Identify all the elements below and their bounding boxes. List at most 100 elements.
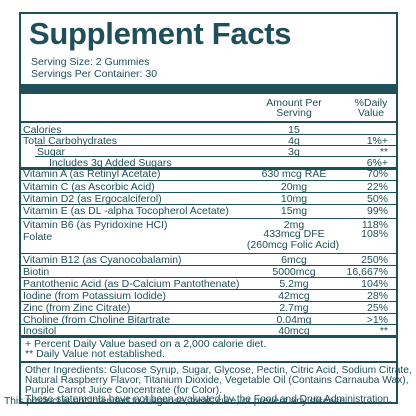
row-divider: [21, 134, 396, 135]
nutrient-amount: 4g: [288, 135, 300, 147]
nutrient-daily-value: 1%+: [366, 135, 388, 147]
footnote-percent: + Percent Daily Value based on a 2,000 c…: [25, 338, 267, 350]
amount-header-line2: Serving: [276, 107, 312, 119]
nutrient-amount: 2.7mg: [279, 302, 309, 314]
nutrient-row: Vitamin C (as Ascorbic Acid) 20mg 22%: [21, 181, 396, 193]
row-divider: [21, 277, 396, 278]
daily-value-header: %Daily Value: [343, 97, 399, 119]
nutrient-daily-value: **: [379, 146, 388, 158]
row-divider: [21, 265, 396, 266]
nutrient-daily-value: 28%: [366, 290, 388, 302]
nutrient-row: Vitamin B6 (as Pyridoxine HCI) 2mg 118%: [21, 219, 396, 231]
row-divider: [21, 253, 396, 254]
nutrient-amount: 630 mcg RAE: [261, 168, 327, 180]
nutrient-name: Biotin: [23, 266, 50, 278]
nutrient-name: Vitamin E (as DL -alpha Tocopherol Aceta…: [23, 205, 229, 217]
other-ingredients-line2: Natural Raspberry Flavor, Titanium Dioxi…: [25, 375, 409, 386]
nutrient-daily-value: 108%: [361, 228, 388, 240]
dv-header-line2: Value: [357, 107, 385, 119]
nutrient-row: Iodine (from Potassium Iodide) 42mcg 28%: [21, 290, 396, 302]
nutrient-amount: 40mcg: [278, 325, 310, 337]
nutrient-row: Sugar 3g **: [21, 146, 396, 158]
nutrient-row: Vitamin D2 (as Ergocalciferol) 10mg 50%: [21, 193, 396, 205]
nutrient-amount: 0.04mg: [276, 314, 312, 326]
nutrient-daily-value: 99%: [366, 205, 388, 217]
vitamins-section-rule: [21, 167, 396, 170]
nutrient-daily-value: 16,667%: [346, 266, 388, 278]
panel-title: Supplement Facts: [29, 16, 292, 51]
row-divider: [21, 218, 396, 219]
nutrient-name: Vitamin B12 (as Cyanocobalamin): [23, 254, 182, 266]
nutrient-daily-value: 104%: [361, 278, 388, 290]
nutrient-daily-value: 70%: [366, 168, 388, 180]
nutrient-amount: 42mcg: [278, 290, 310, 302]
nutrient-amount: 3g: [288, 146, 300, 158]
nutrient-name: Vitamin D2 (as Ergocalciferol): [23, 193, 162, 205]
nutrient-name: Total Carbohydrates: [23, 135, 117, 147]
row-divider: [35, 156, 396, 157]
nutrient-row: Inositol 40mcg **: [21, 325, 396, 337]
footnote-not-established: ** Daily Value not established.: [25, 348, 165, 360]
supplement-facts-panel: Supplement Facts Serving Size: 2 Gummies…: [19, 12, 412, 405]
nutrient-row: Total Carbohydrates 4g 1%+: [21, 135, 396, 147]
amount-header-line1: Amount Per: [266, 97, 322, 109]
nutrient-name: Folate: [23, 231, 53, 243]
nutrient-amount: 15mg: [280, 205, 308, 217]
nutrient-row: Choline (from Choline Bitartrate 0.04mg >1…: [21, 314, 396, 326]
nutrient-name: Pantothenic Acid (as D-Calcium Pantothen…: [23, 278, 240, 290]
nutrient-daily-value: 25%: [366, 302, 388, 314]
nutrient-daily-value: 118%: [361, 219, 388, 231]
amount-per-serving-header: Amount Per Serving: [249, 97, 339, 119]
nutrient-name: Choline (from Choline Bitartrate: [23, 314, 171, 326]
nutrient-daily-value: 22%: [366, 181, 388, 193]
nutrient-name: Includes 3g Added Sugars: [49, 157, 172, 169]
other-ingredients-line1: Other Ingredients: Glucose Syrup, Sugar,…: [25, 365, 412, 376]
nutrient-daily-value: 250%: [361, 254, 388, 266]
disclaimer-line2: This product is not intended to diagnose…: [4, 396, 348, 407]
serving-size: Serving Size: 2 Gummies: [31, 56, 150, 68]
nutrient-row: Vitamin E (as DL -alpha Tocopherol Aceta…: [21, 205, 396, 219]
row-divider: [35, 145, 396, 146]
nutrient-name: Vitamin A (as Retinyl Acetate): [23, 168, 161, 180]
column-header-rule: [21, 121, 396, 123]
row-divider: [21, 192, 396, 193]
header-rule: [21, 84, 396, 94]
nutrient-amount: 2mg: [283, 219, 305, 231]
nutrient-amount-detail: (260mcg Folic Acid): [246, 239, 340, 251]
nutrient-row: Folate 433mcg DFE (260mcg Folic Acid) 108%: [21, 228, 396, 254]
other-ingredients-line3: Purple Carrot Juice Concentrate (for Col…: [25, 385, 223, 396]
nutrient-amount: 433mcg DFE: [263, 228, 325, 240]
row-divider: [21, 289, 396, 290]
nutrient-amount: 6mcg: [281, 254, 307, 266]
nutrient-daily-value: 6%+: [366, 157, 388, 169]
nutrient-row: Zinc (from Zinc Citrate) 2.7mg 25%: [21, 302, 396, 314]
nutrient-name: Zinc (from Zinc Citrate): [23, 302, 131, 314]
nutrient-name: Calories: [23, 124, 62, 136]
nutrient-row: Calories 15: [21, 124, 396, 136]
row-divider: [21, 324, 396, 325]
row-divider: [21, 313, 396, 314]
nutrient-daily-value: >1%: [366, 314, 388, 326]
table-bottom-rule: [21, 335, 396, 338]
dv-header-line1: %Daily: [354, 97, 388, 109]
nutrient-daily-value: **: [379, 325, 388, 337]
nutrient-name: Iodine (from Potassium Iodide): [23, 290, 166, 302]
nutrient-row: Vitamin A (as Retinyl Acetate) 630 mcg RA…: [21, 168, 396, 181]
nutrient-amount: 5000mcg: [272, 266, 316, 278]
footnote-rule: [21, 361, 396, 363]
nutrient-row: Pantothenic Acid (as D-Calcium Pantothen…: [21, 278, 396, 290]
nutrient-daily-value: 50%: [366, 193, 388, 205]
nutrient-amount: 5.2mg: [279, 278, 309, 290]
disclaimer-line1: These statements have not been evaluated…: [25, 394, 392, 405]
nutrient-amount: 15: [288, 124, 300, 136]
nutrient-name: Inositol: [23, 325, 57, 337]
nutrient-name: Sugar: [37, 146, 66, 158]
nutrient-name: Vitamin B6 (as Pyridoxine HCI): [23, 219, 168, 231]
nutrient-amount: 20mg: [280, 181, 308, 193]
servings-per-container: Servings Per Container: 30: [31, 68, 158, 80]
nutrient-row: Vitamin B12 (as Cyanocobalamin) 6mcg 250%: [21, 254, 396, 266]
nutrient-amount: 10mg: [280, 193, 308, 205]
row-divider: [21, 204, 396, 205]
nutrient-name: Vitamin C (as Ascorbic Acid): [23, 181, 155, 193]
row-divider: [21, 301, 396, 302]
